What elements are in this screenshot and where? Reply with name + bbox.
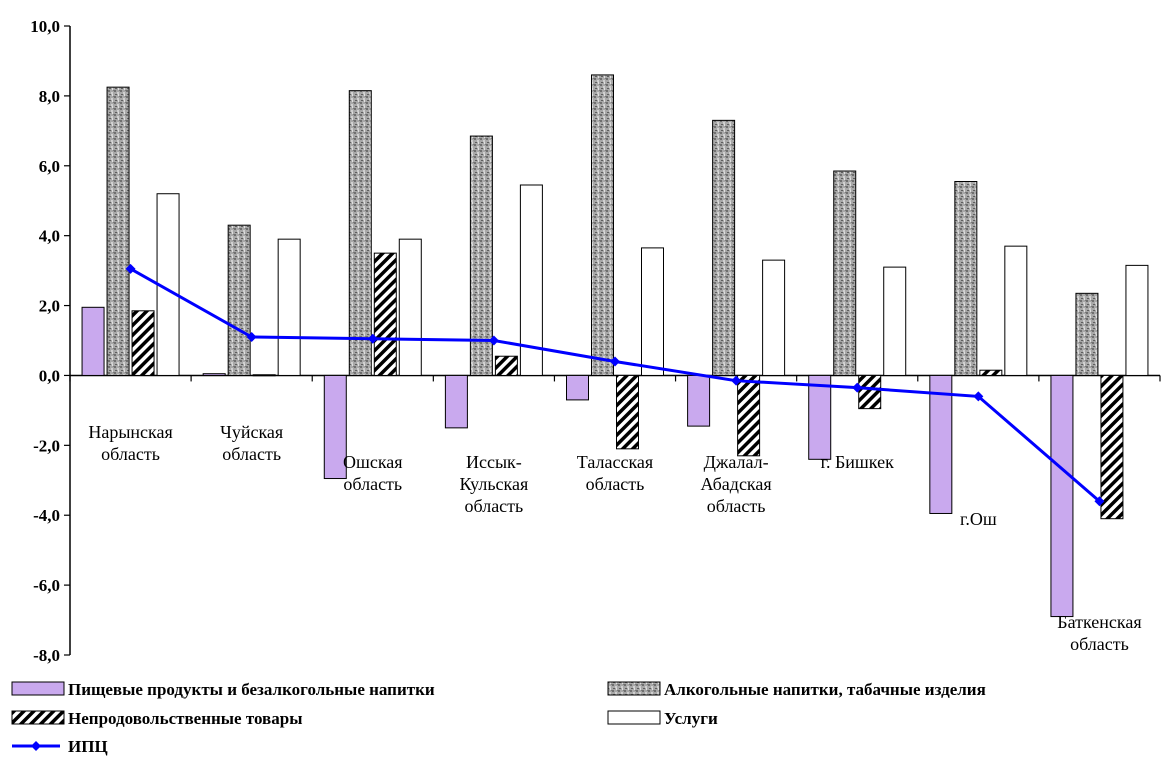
y-tick-label: -6,0 <box>33 576 60 595</box>
cpi-point <box>125 263 136 274</box>
legend-item: Услуги <box>607 709 718 728</box>
bar-1 <box>323 374 347 480</box>
legend-item: Алкогольные напитки, табачные изделия <box>607 680 986 699</box>
bar-4 <box>1004 245 1028 376</box>
bar-2 <box>348 90 372 376</box>
legend-item: Пищевые продукты и безалкогольные напитк… <box>11 680 435 699</box>
y-tick-label: -2,0 <box>33 436 60 455</box>
bar-1 <box>808 374 832 460</box>
legend-label: Непродовольственные товары <box>68 709 302 728</box>
bar-3 <box>979 369 1003 376</box>
bar-3 <box>737 374 761 457</box>
legend-item: Непродовольственные товары <box>11 709 302 728</box>
category-label: Чуйская область <box>220 422 283 464</box>
bar-1 <box>1050 374 1074 618</box>
cpi-point <box>852 382 863 393</box>
bar-2 <box>106 86 130 376</box>
legend-swatch <box>11 681 65 696</box>
bar-3 <box>373 252 397 376</box>
bar-3 <box>616 374 639 450</box>
y-tick-label: 0,0 <box>39 366 60 385</box>
category-labels: Нарынская область Чуйская область Ошская обла… <box>88 422 1141 654</box>
category-label: Нарынская область <box>88 422 172 464</box>
bar-3 <box>252 374 276 377</box>
legend: Пищевые продукты и безалкогольные напитк… <box>11 680 986 756</box>
category-label: г. Бишкек <box>821 452 894 472</box>
bar-1 <box>444 374 468 429</box>
bar-1 <box>687 374 711 427</box>
bar-2 <box>712 119 736 376</box>
cpi-point <box>488 335 499 346</box>
bar-4 <box>277 238 301 376</box>
bar-2 <box>469 135 493 376</box>
legend-item: ИПЦ <box>12 737 108 756</box>
bar-4 <box>398 238 422 376</box>
bar-1 <box>202 373 226 376</box>
cpi-point <box>973 391 984 402</box>
legend-label: ИПЦ <box>68 737 108 756</box>
cpi-point <box>246 332 257 343</box>
bar-2 <box>954 181 978 376</box>
cpi-line-layer <box>125 263 1105 507</box>
category-label: Ошская область <box>343 452 403 494</box>
y-tick-label: 10,0 <box>30 17 60 36</box>
bar-1 <box>566 374 589 401</box>
legend-label: Пищевые продукты и безалкогольные напитк… <box>68 680 435 699</box>
legend-label: Алкогольные напитки, табачные изделия <box>664 680 986 699</box>
bar-2 <box>227 224 251 376</box>
category-label: Джалал-Абадская область <box>701 452 772 516</box>
category-label: Иссык-Кульская область <box>459 452 528 516</box>
y-tick-label: 4,0 <box>39 227 60 246</box>
bar-1 <box>81 306 105 376</box>
bar-4 <box>883 266 907 376</box>
legend-marker <box>31 741 41 751</box>
bar-1 <box>929 374 953 514</box>
y-tick-label: 2,0 <box>39 297 60 316</box>
bars <box>81 74 1149 618</box>
bar-3 <box>1100 374 1124 520</box>
cpi-point <box>610 356 620 367</box>
bar-4 <box>641 247 664 376</box>
axes: 10,0 8,0 6,0 4,0 2,0 0,0 -2,0 -4,0 -6,0 -8,0 <box>30 17 1161 665</box>
bar-2 <box>591 74 614 376</box>
y-tick-label: -8,0 <box>33 646 60 665</box>
bar-2 <box>1075 292 1099 376</box>
bar-4 <box>519 184 543 376</box>
bar-4 <box>1125 264 1149 376</box>
category-label: г.Ош <box>960 509 997 529</box>
bar-4 <box>762 259 786 376</box>
category-label: Баткенская область <box>1057 612 1141 654</box>
y-tick-label: 6,0 <box>39 157 60 176</box>
y-tick-label: 8,0 <box>39 87 60 106</box>
legend-label: Услуги <box>664 709 718 728</box>
bar-2 <box>833 170 857 376</box>
cpi-point <box>367 333 378 344</box>
legend-swatch <box>607 710 661 725</box>
bar-3 <box>131 310 155 376</box>
category-label: Таласская область <box>577 452 653 494</box>
legend-swatch <box>607 681 661 696</box>
legend-swatch <box>11 710 65 725</box>
bar-3 <box>858 374 882 410</box>
bar-3 <box>494 355 518 376</box>
cpi-point <box>731 375 742 386</box>
y-tick-label: -4,0 <box>33 506 60 525</box>
cpi-point <box>1094 496 1105 507</box>
